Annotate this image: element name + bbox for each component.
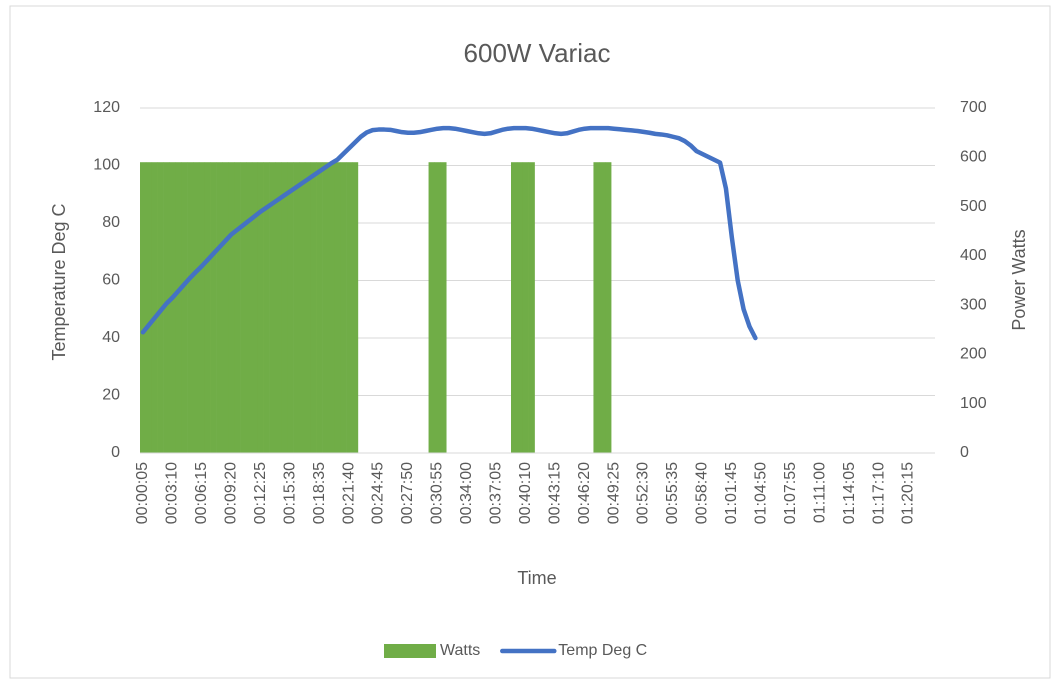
x-tick-label: 00:15:30 <box>281 462 298 524</box>
bar <box>599 162 606 453</box>
bar <box>428 162 435 453</box>
x-tick-label: 00:40:10 <box>517 462 534 524</box>
bar <box>293 162 300 453</box>
bar <box>287 162 294 453</box>
x-tick-label: 01:11:00 <box>811 462 828 523</box>
bar <box>352 162 359 453</box>
x-tick-label: 00:34:00 <box>458 462 475 524</box>
bar <box>440 162 447 453</box>
y-tick-label: 80 <box>102 214 120 231</box>
bar <box>181 162 188 453</box>
bar <box>346 162 353 453</box>
y2-tick-label: 100 <box>960 395 987 412</box>
bar <box>210 162 217 453</box>
x-tick-label: 00:30:55 <box>429 462 446 524</box>
bar <box>198 162 206 453</box>
x-tick-label: 00:58:40 <box>694 462 711 524</box>
bar <box>187 162 194 453</box>
y-tick-label: 40 <box>102 329 120 346</box>
y-axis-title: Temperature Deg C <box>49 203 69 360</box>
bar <box>340 162 347 453</box>
bar <box>234 162 241 453</box>
y-tick-label: 20 <box>102 387 120 404</box>
bar <box>522 162 529 453</box>
x-tick-label: 00:03:10 <box>164 462 181 524</box>
x-tick-label: 01:04:50 <box>752 462 769 524</box>
bar <box>316 162 323 453</box>
y2-tick-label: 200 <box>960 346 987 363</box>
y-tick-label: 60 <box>102 272 120 289</box>
x-tick-label: 00:21:40 <box>340 462 357 524</box>
bar <box>246 162 253 453</box>
legend-label: Temp Deg C <box>558 642 647 659</box>
bar <box>275 162 282 453</box>
bar <box>140 162 147 453</box>
x-tick-label: 01:17:10 <box>870 462 887 524</box>
bar <box>257 162 264 453</box>
legend-label: Watts <box>440 642 480 659</box>
x-tick-label: 00:27:50 <box>399 462 416 524</box>
bar <box>304 162 312 453</box>
y-tick-label: 120 <box>93 99 120 116</box>
x-tick-label: 00:06:15 <box>193 462 210 524</box>
bar <box>299 162 306 453</box>
y2-tick-label: 700 <box>960 99 987 116</box>
bar <box>593 162 600 453</box>
x-tick-label: 00:55:35 <box>664 462 681 524</box>
x-tick-label: 00:46:20 <box>576 462 593 524</box>
bar <box>175 162 182 453</box>
bar <box>216 162 223 453</box>
x-tick-label: 01:14:05 <box>841 462 858 524</box>
bar <box>163 162 170 453</box>
y-tick-label: 0 <box>111 444 120 461</box>
y2-tick-label: 300 <box>960 296 987 313</box>
y2-tick-label: 400 <box>960 247 987 264</box>
x-tick-label: 00:43:15 <box>546 462 563 524</box>
x-tick-label: 00:18:35 <box>311 462 328 524</box>
bar <box>434 162 441 453</box>
y-tick-label: 100 <box>93 157 120 174</box>
x-tick-label: 00:49:25 <box>605 462 622 524</box>
bar <box>193 162 200 453</box>
x-axis-title: Time <box>517 568 556 588</box>
bar <box>169 162 176 453</box>
bar <box>328 162 335 453</box>
bar <box>228 162 235 453</box>
x-tick-label: 00:24:45 <box>370 462 387 524</box>
y2-tick-label: 600 <box>960 149 987 166</box>
bar <box>516 162 524 453</box>
x-tick-label: 01:07:55 <box>782 462 799 524</box>
legend-swatch <box>384 644 436 658</box>
bar <box>263 162 270 453</box>
bar <box>310 162 317 453</box>
x-tick-label: 00:37:05 <box>487 462 504 524</box>
bar <box>334 162 341 453</box>
bar <box>145 162 153 453</box>
x-tick-label: 00:12:25 <box>252 462 269 524</box>
chart-title: 600W Variac <box>464 38 611 68</box>
bar <box>605 162 612 453</box>
bar <box>322 162 329 453</box>
x-tick-label: 00:09:20 <box>222 462 239 524</box>
bar <box>222 162 229 453</box>
bar <box>204 162 211 453</box>
bar <box>240 162 247 453</box>
bar <box>151 162 158 453</box>
bar <box>281 162 288 453</box>
bar <box>511 162 518 453</box>
x-tick-label: 01:20:15 <box>900 462 917 524</box>
x-tick-label: 00:00:05 <box>134 462 151 524</box>
y2-tick-label: 500 <box>960 198 987 215</box>
y2-tick-label: 0 <box>960 444 969 461</box>
bar <box>269 162 276 453</box>
y2-axis-title: Power Watts <box>1009 229 1029 330</box>
x-tick-label: 00:52:30 <box>635 462 652 524</box>
bar <box>251 162 259 453</box>
x-tick-label: 01:01:45 <box>723 462 740 524</box>
line <box>140 125 758 341</box>
bar <box>528 162 535 453</box>
